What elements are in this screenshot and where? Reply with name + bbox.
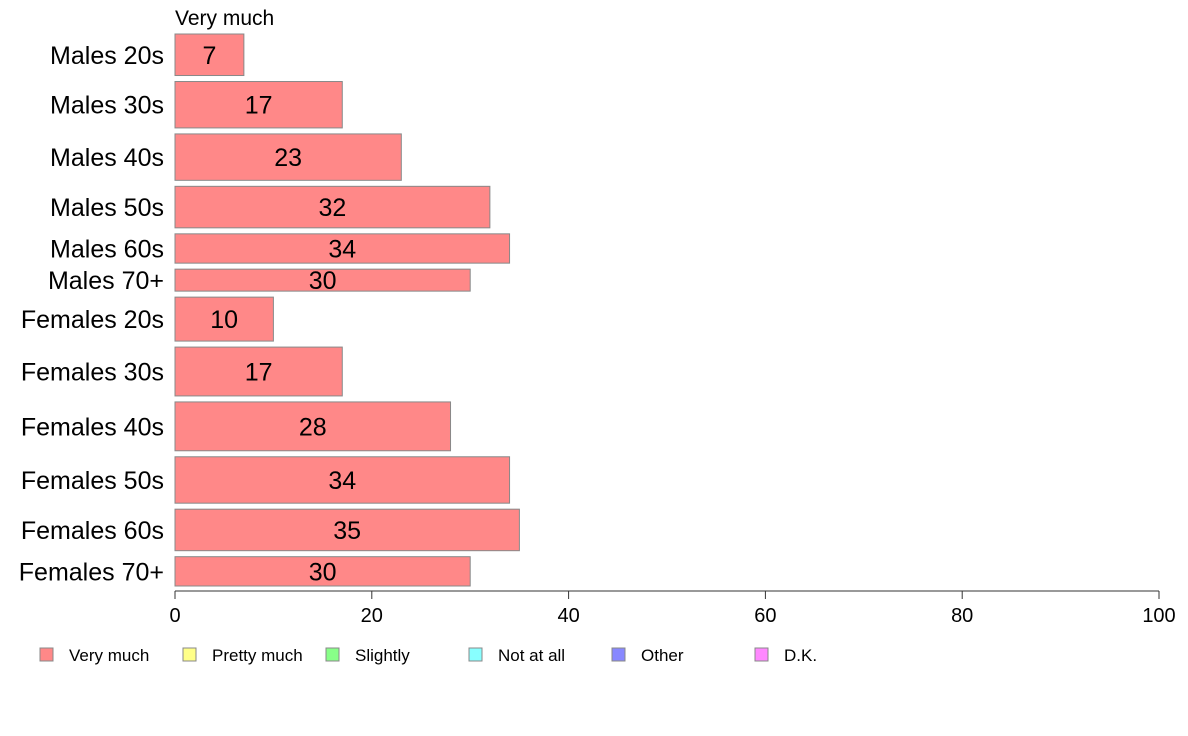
bar-value-label: 28 xyxy=(299,413,327,441)
legend-label: D.K. xyxy=(784,646,817,665)
legend-item: Other xyxy=(611,646,684,665)
bars-layer: Males 20s 7 Males 30s 17 Males 40s 23 Males 50… xyxy=(19,33,520,587)
bar-value-label: 10 xyxy=(210,306,238,334)
legend-swatch xyxy=(325,647,340,662)
legend-swatch xyxy=(182,647,197,662)
category-label: Males 30s xyxy=(50,92,164,120)
category-label: Males 20s xyxy=(50,42,164,70)
bar-value-label: 34 xyxy=(328,467,356,495)
legend-item: Pretty much xyxy=(182,646,303,665)
bar-segment xyxy=(174,346,343,397)
category-label: Males 50s xyxy=(50,194,164,222)
category-label: Females 50s xyxy=(21,467,164,495)
bar-segment xyxy=(174,508,520,552)
legend-label: Pretty much xyxy=(212,646,303,665)
bar-value-label: 30 xyxy=(309,558,337,586)
legend-item: Very much xyxy=(39,646,149,665)
series-title: Very much xyxy=(175,7,274,30)
category-label: Females 60s xyxy=(21,517,164,545)
bar-segment xyxy=(174,33,245,77)
category-label: Males 60s xyxy=(50,235,164,263)
x-tick-label: 80 xyxy=(951,605,973,627)
x-tick-label: 60 xyxy=(754,605,776,627)
legend-label: Very much xyxy=(69,646,149,665)
bar-value-label: 34 xyxy=(328,235,356,263)
bar-value-label: 17 xyxy=(245,359,273,387)
x-tick-label: 20 xyxy=(361,605,383,627)
legend-item: D.K. xyxy=(754,646,817,665)
bar-segment xyxy=(174,296,274,342)
legend-swatch xyxy=(468,647,483,662)
bar-segment xyxy=(174,133,402,181)
bar-segment xyxy=(174,185,491,229)
category-label: Females 30s xyxy=(21,359,164,387)
x-tick-label: 40 xyxy=(557,605,579,627)
bar-segment xyxy=(174,81,343,129)
x-tick-label: 100 xyxy=(1142,605,1175,627)
category-label: Males 40s xyxy=(50,144,164,172)
legend-label: Slightly xyxy=(355,646,410,665)
bar-value-label: 35 xyxy=(333,517,361,545)
legend: Very much Pretty much Slightly Not at all Ot… xyxy=(39,646,817,665)
x-tick-label: 0 xyxy=(169,605,180,627)
legend-swatch xyxy=(611,647,626,662)
category-label: Females 20s xyxy=(21,306,164,334)
bar-segment xyxy=(174,401,452,452)
x-axis: 0 20 40 60 80 100 xyxy=(169,590,1176,627)
category-label: Males 70+ xyxy=(48,267,164,295)
legend-label: Not at all xyxy=(498,646,565,665)
bar-value-label: 23 xyxy=(274,144,302,172)
category-label: Females 70+ xyxy=(19,558,164,586)
legend-swatch xyxy=(39,647,54,662)
bar-segment xyxy=(174,556,471,587)
bar-segment xyxy=(174,456,511,504)
bar-value-label: 17 xyxy=(245,92,273,120)
bar-segment xyxy=(174,268,471,292)
legend-label: Other xyxy=(641,646,684,665)
bar-segment xyxy=(174,233,511,264)
bar-value-label: 32 xyxy=(319,194,347,222)
legend-swatch xyxy=(754,647,769,662)
bar-value-label: 7 xyxy=(202,42,216,70)
legend-item: Slightly xyxy=(325,646,410,665)
bar-value-label: 30 xyxy=(309,267,337,295)
category-label: Females 40s xyxy=(21,413,164,441)
legend-item: Not at all xyxy=(468,646,565,665)
